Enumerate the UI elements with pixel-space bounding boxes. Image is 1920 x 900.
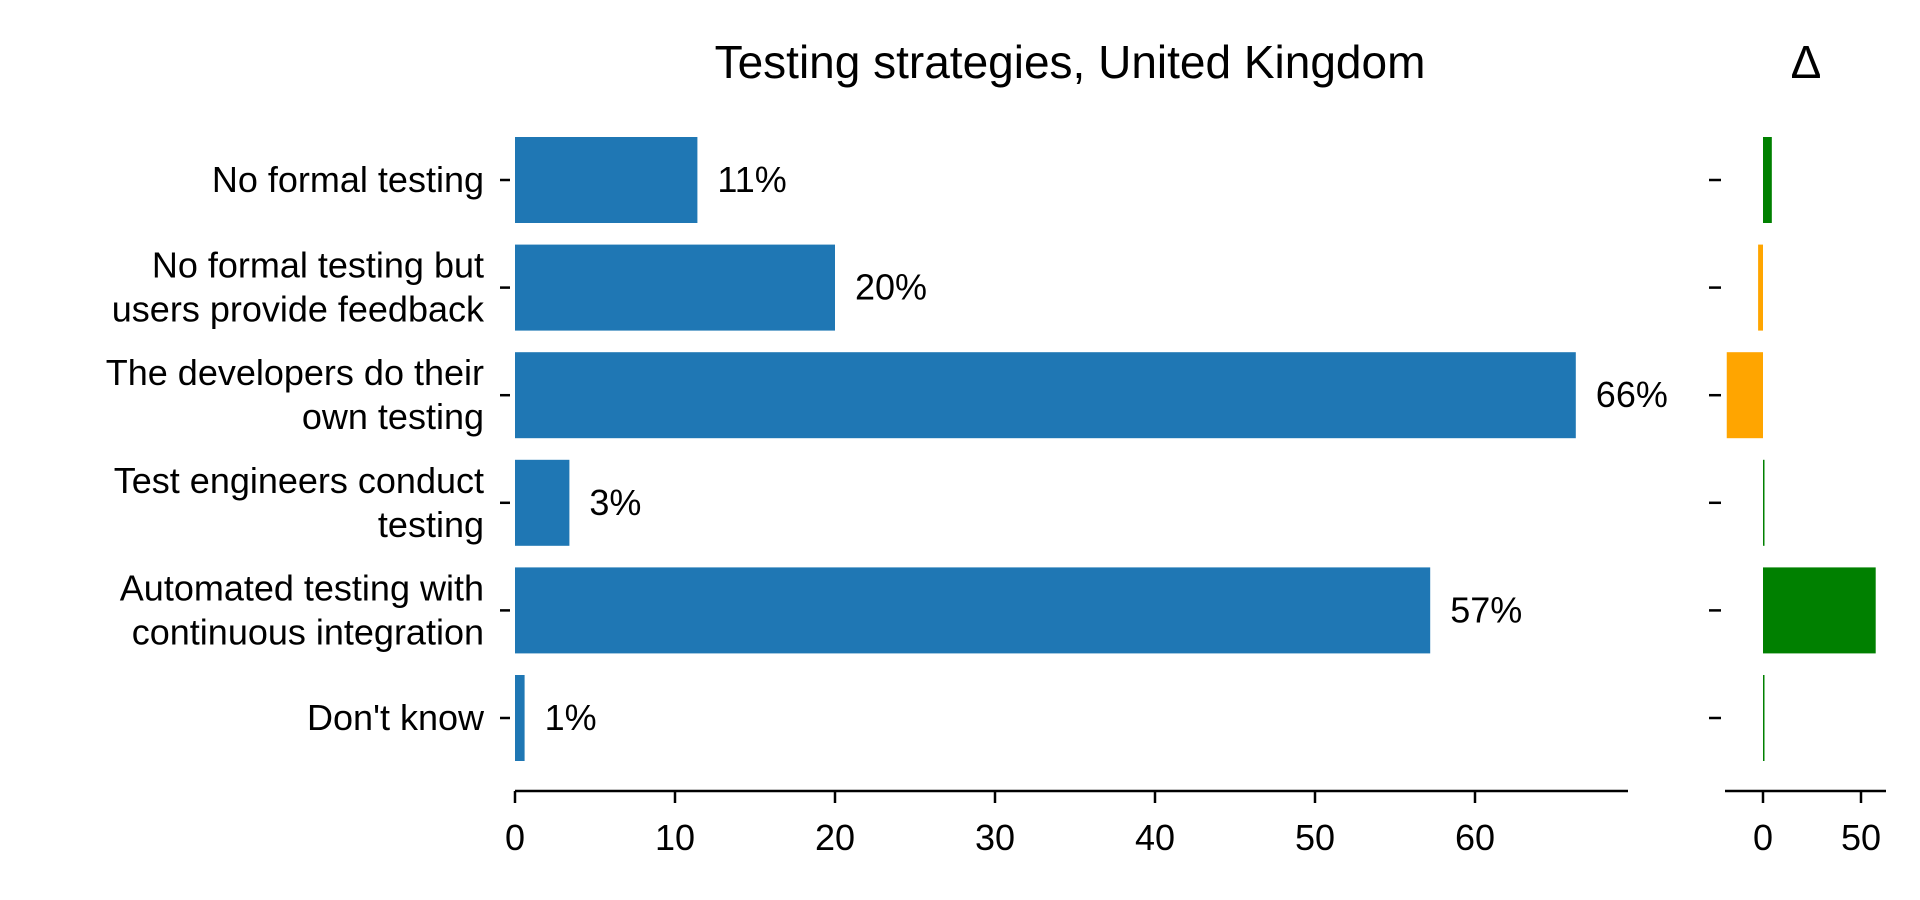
- x-tick-label: 20: [815, 817, 855, 858]
- bar: [515, 567, 1431, 654]
- category-label: Test engineers conduct testing: [114, 460, 484, 545]
- main-bar-panel: 11% No formal testing 20% No formal testing…: [106, 137, 1668, 858]
- bar: [515, 244, 835, 331]
- category-label: Don't know: [307, 697, 485, 738]
- category-label: No formal testing but users provide feedb…: [112, 245, 485, 330]
- x-tick-label: 40: [1135, 817, 1175, 858]
- delta-bar: [1726, 352, 1763, 439]
- bar-value-label: 1%: [545, 697, 597, 738]
- x-tick-label: 0: [505, 817, 525, 858]
- category-label: The developers do their own testing: [106, 352, 484, 437]
- delta-bar-panel: 0 50: [1709, 137, 1886, 858]
- delta-bar: [1763, 459, 1765, 546]
- x-tick-label: 30: [975, 817, 1015, 858]
- bar-value-label: 20%: [855, 267, 927, 308]
- bar-value-label: 3%: [589, 482, 641, 523]
- delta-bar: [1763, 137, 1772, 223]
- bar: [515, 352, 1576, 439]
- category-label: Automated testing with continuous integra…: [120, 567, 484, 652]
- x-tick-label: 10: [655, 817, 695, 858]
- bar-value-label: 11%: [717, 159, 786, 200]
- bar: [515, 459, 570, 546]
- bar-value-label: 57%: [1450, 589, 1522, 630]
- bar: [515, 675, 525, 761]
- delta-chart-title: Δ: [1791, 36, 1822, 88]
- bar: [515, 137, 698, 223]
- delta-bar: [1758, 244, 1763, 331]
- delta-x-tick-label: 50: [1841, 817, 1881, 858]
- delta-x-tick-label: 0: [1753, 817, 1773, 858]
- category-label: No formal testing: [212, 159, 484, 200]
- x-tick-label: 60: [1455, 817, 1495, 858]
- main-chart-title: Testing strategies, United Kingdom: [715, 36, 1426, 88]
- delta-bar: [1763, 675, 1765, 761]
- x-tick-label: 50: [1295, 817, 1335, 858]
- delta-bar: [1763, 567, 1876, 654]
- bar-value-label: 66%: [1596, 374, 1668, 415]
